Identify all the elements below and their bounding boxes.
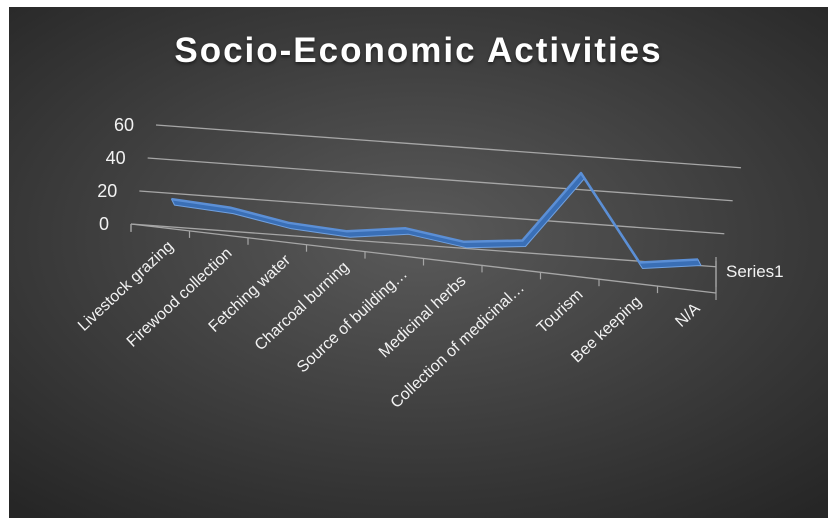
x-tick-label: N/A: [672, 300, 703, 331]
y-tick-label: 60: [114, 115, 134, 135]
series-line: [171, 171, 699, 264]
x-tick-label: Collection of medicinal…: [388, 279, 528, 412]
gridline: [139, 190, 725, 235]
series-ribbon: [171, 172, 702, 269]
y-tick-label: 40: [106, 148, 126, 168]
x-tick-label: Source of building…: [294, 266, 411, 377]
legend-label: Series1: [726, 262, 784, 281]
gridline: [130, 223, 717, 268]
series-layer: [171, 171, 702, 269]
gridline: [155, 124, 742, 169]
y-tick-label: 0: [99, 214, 109, 234]
grid-layer: [130, 124, 742, 268]
y-tick-label: 20: [97, 181, 117, 201]
axis-layer: [130, 223, 717, 300]
x-tick-label: Tourism: [534, 286, 587, 337]
chart-title: Socio-Economic Activities: [174, 31, 663, 70]
gridline: [147, 157, 733, 202]
chart-area: Socio-Economic Activities 0 20 40 60 Livesto…: [9, 7, 828, 518]
